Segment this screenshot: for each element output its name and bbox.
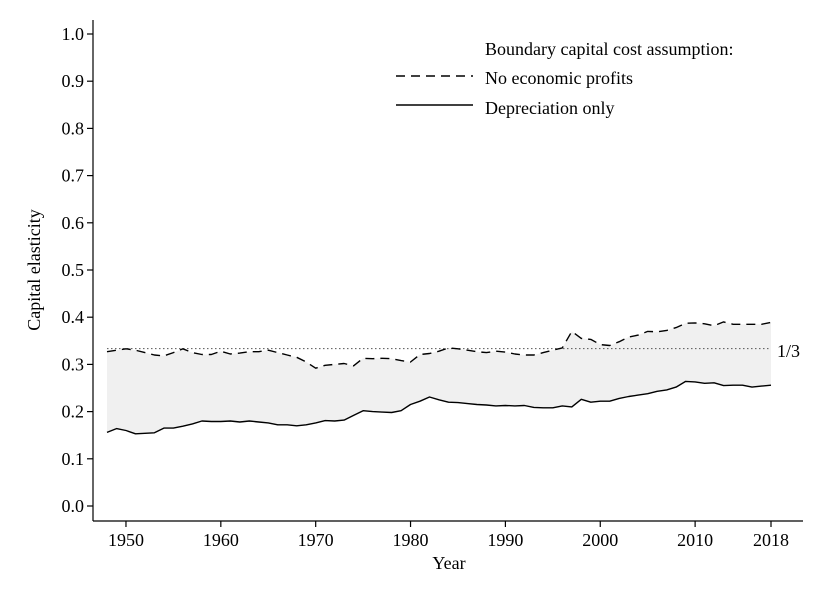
y-axis-label: Capital elasticity: [24, 209, 44, 330]
x-tick-label: 1960: [203, 530, 239, 550]
y-tick-label: 0.5: [62, 260, 85, 280]
x-axis-label: Year: [432, 553, 465, 573]
y-tick-label: 0.2: [62, 402, 85, 422]
y-tick-label: 0.6: [62, 213, 85, 233]
legend-title: Boundary capital cost assumption:: [485, 39, 733, 59]
x-tick-label: 1970: [298, 530, 334, 550]
y-tick-label: 0.3: [62, 354, 85, 374]
y-tick-label: 0.1: [62, 449, 85, 469]
legend-label-depreciation-only: Depreciation only: [485, 98, 614, 118]
x-tick-label: 2000: [582, 530, 618, 550]
shaded-band: [107, 321, 771, 434]
y-tick-label: 0.9: [62, 71, 85, 91]
series-line-depreciation-only: [106, 380, 772, 435]
reference-line-label: 1/3: [777, 341, 800, 361]
x-tick-label: 2010: [677, 530, 713, 550]
series-layer: [106, 321, 772, 435]
legend-label-no-economic-profits: No economic profits: [485, 68, 633, 88]
y-tick-label: 0.4: [62, 307, 85, 327]
x-tick-label: 1990: [487, 530, 523, 550]
y-tick-label: 0.7: [62, 166, 85, 186]
x-tick-label: 1950: [108, 530, 144, 550]
x-tick-label: 1980: [393, 530, 429, 550]
legend: Boundary capital cost assumption: No eco…: [396, 39, 733, 118]
y-tick-label: 0.0: [62, 496, 85, 516]
y-tick-label: 0.8: [62, 118, 85, 138]
x-tick-label: 2018: [753, 530, 789, 550]
axes-layer: 0.0 0.1 0.2 0.3 0.4 0.5 0.6 0.7 0.8 0.9 1.0 1950 196…: [62, 20, 803, 550]
shaded-band-layer: [107, 321, 771, 434]
series-line-no-economic-profits: [106, 321, 772, 369]
y-tick-label: 1.0: [62, 24, 85, 44]
